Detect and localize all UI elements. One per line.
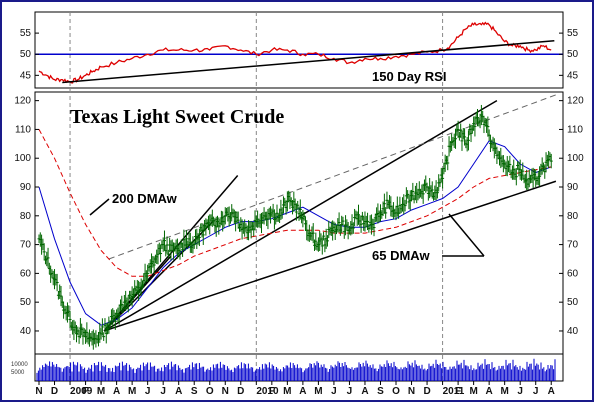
dma200-pointer	[89, 198, 110, 216]
month-label: D	[423, 386, 430, 397]
month-label: F	[269, 386, 275, 397]
rsi-line	[38, 21, 552, 84]
price-tick-left: 120	[14, 96, 31, 107]
price-tick-left: 60	[20, 268, 32, 279]
chart-title: Texas Light Sweet Crude	[70, 106, 284, 128]
month-label: 2011	[443, 386, 465, 397]
price-tick-left: 80	[20, 211, 32, 222]
month-label: J	[331, 386, 337, 397]
price-tick-right: 80	[567, 211, 579, 222]
price-tick-right: 120	[567, 96, 584, 107]
month-label: S	[377, 386, 384, 397]
month-label: M	[469, 386, 477, 397]
month-label: O	[206, 386, 214, 397]
month-label: S	[191, 386, 198, 397]
month-label: 2010	[256, 386, 279, 397]
month-label: A	[175, 386, 182, 397]
month-label: N	[222, 386, 229, 397]
volume-label-low: 5000	[11, 370, 25, 376]
volume-label-high: 10000	[11, 362, 28, 368]
price-tick-left: 110	[15, 124, 31, 135]
price-tick-right: 50	[567, 297, 579, 308]
month-label: J	[160, 386, 166, 397]
month-label: J	[145, 386, 151, 397]
rsi-label: 150 Day RSI	[372, 69, 446, 84]
month-label: J	[517, 386, 523, 397]
month-label: M	[500, 386, 508, 397]
month-label: 2009	[70, 386, 93, 397]
month-label: J	[347, 386, 353, 397]
dma200-line	[38, 129, 552, 277]
price-tick-left: 70	[20, 240, 32, 251]
rsi-panel	[34, 11, 564, 89]
price-tick-right: 40	[567, 326, 579, 337]
dma200-annotation: 200 DMAw	[112, 191, 178, 206]
price-tick-right: 110	[567, 124, 583, 135]
month-label: J	[533, 386, 539, 397]
month-label: A	[486, 386, 493, 397]
rsi-tick-left: 50	[20, 49, 32, 60]
price-tick-left: 100	[14, 153, 31, 164]
month-label: N	[408, 386, 415, 397]
dma65-annotation: 65 DMAw	[372, 248, 430, 263]
rsi-tick-right: 55	[567, 28, 579, 39]
month-label: F	[83, 386, 89, 397]
month-label: A	[113, 386, 120, 397]
month-label: D	[51, 386, 58, 397]
dma65-line	[38, 140, 552, 326]
dma65-pointer	[448, 213, 485, 257]
rsi-tick-right: 45	[567, 70, 579, 81]
rsi-tick-left: 55	[20, 28, 32, 39]
month-label: N	[35, 386, 42, 397]
price-tick-right: 100	[567, 153, 584, 164]
price-tick-left: 50	[20, 297, 32, 308]
month-label: A	[548, 386, 555, 397]
price-tick-left: 40	[20, 326, 32, 337]
month-label: O	[392, 386, 400, 397]
price-tick-right: 60	[567, 268, 579, 279]
rsi-tick-right: 50	[567, 49, 579, 60]
month-label: F	[455, 386, 461, 397]
price-tick-right: 90	[567, 182, 579, 193]
rsi-tick-left: 45	[20, 70, 32, 81]
month-label: M	[283, 386, 291, 397]
month-label: M	[128, 386, 136, 397]
month-label: M	[97, 386, 105, 397]
price-tick-right: 70	[567, 240, 579, 251]
month-label: A	[299, 386, 306, 397]
price-trendline	[103, 221, 214, 332]
price-tick-left: 90	[20, 182, 32, 193]
month-label: D	[237, 386, 244, 397]
month-label: M	[314, 386, 322, 397]
price-trendline	[103, 180, 557, 332]
month-label: A	[361, 386, 368, 397]
rsi-trendline	[62, 39, 555, 84]
